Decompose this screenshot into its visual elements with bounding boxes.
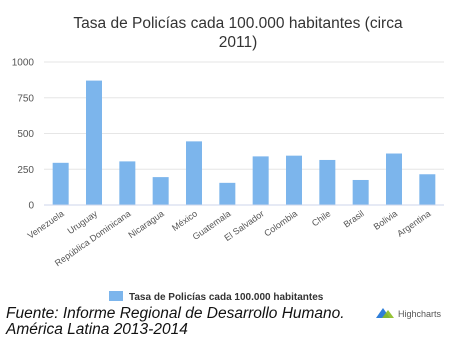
source-caption-line-2: América Latina 2013-2014 [6,321,188,338]
y-axis: 0 250 500 750 1000 [12,58,35,212]
bar-uruguay[interactable] [86,80,102,205]
grid-lines [44,61,444,170]
bar-venezuela[interactable] [52,162,69,205]
bar-rep-blica-dominicana[interactable] [119,161,136,205]
y-tick-label: 1000 [12,58,35,69]
y-tick-label: 250 [17,165,34,176]
x-tick-label: Bolivia [372,208,399,231]
bar-el-salvador[interactable] [252,156,269,205]
x-tick-label: Venezuela [26,208,66,240]
chart-title-line-2: 2011) [219,34,258,51]
x-tick-label: Chile [310,208,333,228]
x-tick-label: Argentina [395,208,432,238]
source-caption-line-1: Fuente: Informe Regional de Desarrollo H… [6,305,345,322]
chart-title-line-1: Tasa de Policías cada 100.000 habitantes… [73,15,403,32]
bar-series [52,80,436,205]
y-tick-label: 500 [17,129,34,140]
y-tick-label: 0 [28,201,34,212]
bar-guatemala[interactable] [219,182,236,205]
bar-bolivia[interactable] [386,153,402,205]
bar-m-xico[interactable] [186,141,202,205]
bar-argentina[interactable] [419,174,436,205]
legend-label[interactable]: Tasa de Policías cada 100.000 habitantes [129,292,324,303]
y-tick-label: 750 [17,93,34,104]
x-tick-label: Nicaragua [126,208,165,240]
credits-text[interactable]: Highcharts [398,309,442,319]
credits[interactable]: Highcharts [376,308,442,319]
x-tick-label: Brasil [342,208,366,229]
bar-colombia[interactable] [286,155,302,205]
highcharts-logo-icon-accent [382,310,394,318]
legend-swatch [109,291,123,301]
bar-nicaragua[interactable] [152,177,169,205]
bar-brasil[interactable] [352,179,369,205]
legend[interactable]: Tasa de Policías cada 100.000 habitantes [109,291,324,303]
bar-chile[interactable] [319,159,336,205]
x-tick-label: Colombia [262,208,299,238]
chart-title: Tasa de Policías cada 100.000 habitantes… [73,15,403,51]
source-caption: Fuente: Informe Regional de Desarrollo H… [6,306,446,338]
x-tick-label: México [170,208,199,233]
